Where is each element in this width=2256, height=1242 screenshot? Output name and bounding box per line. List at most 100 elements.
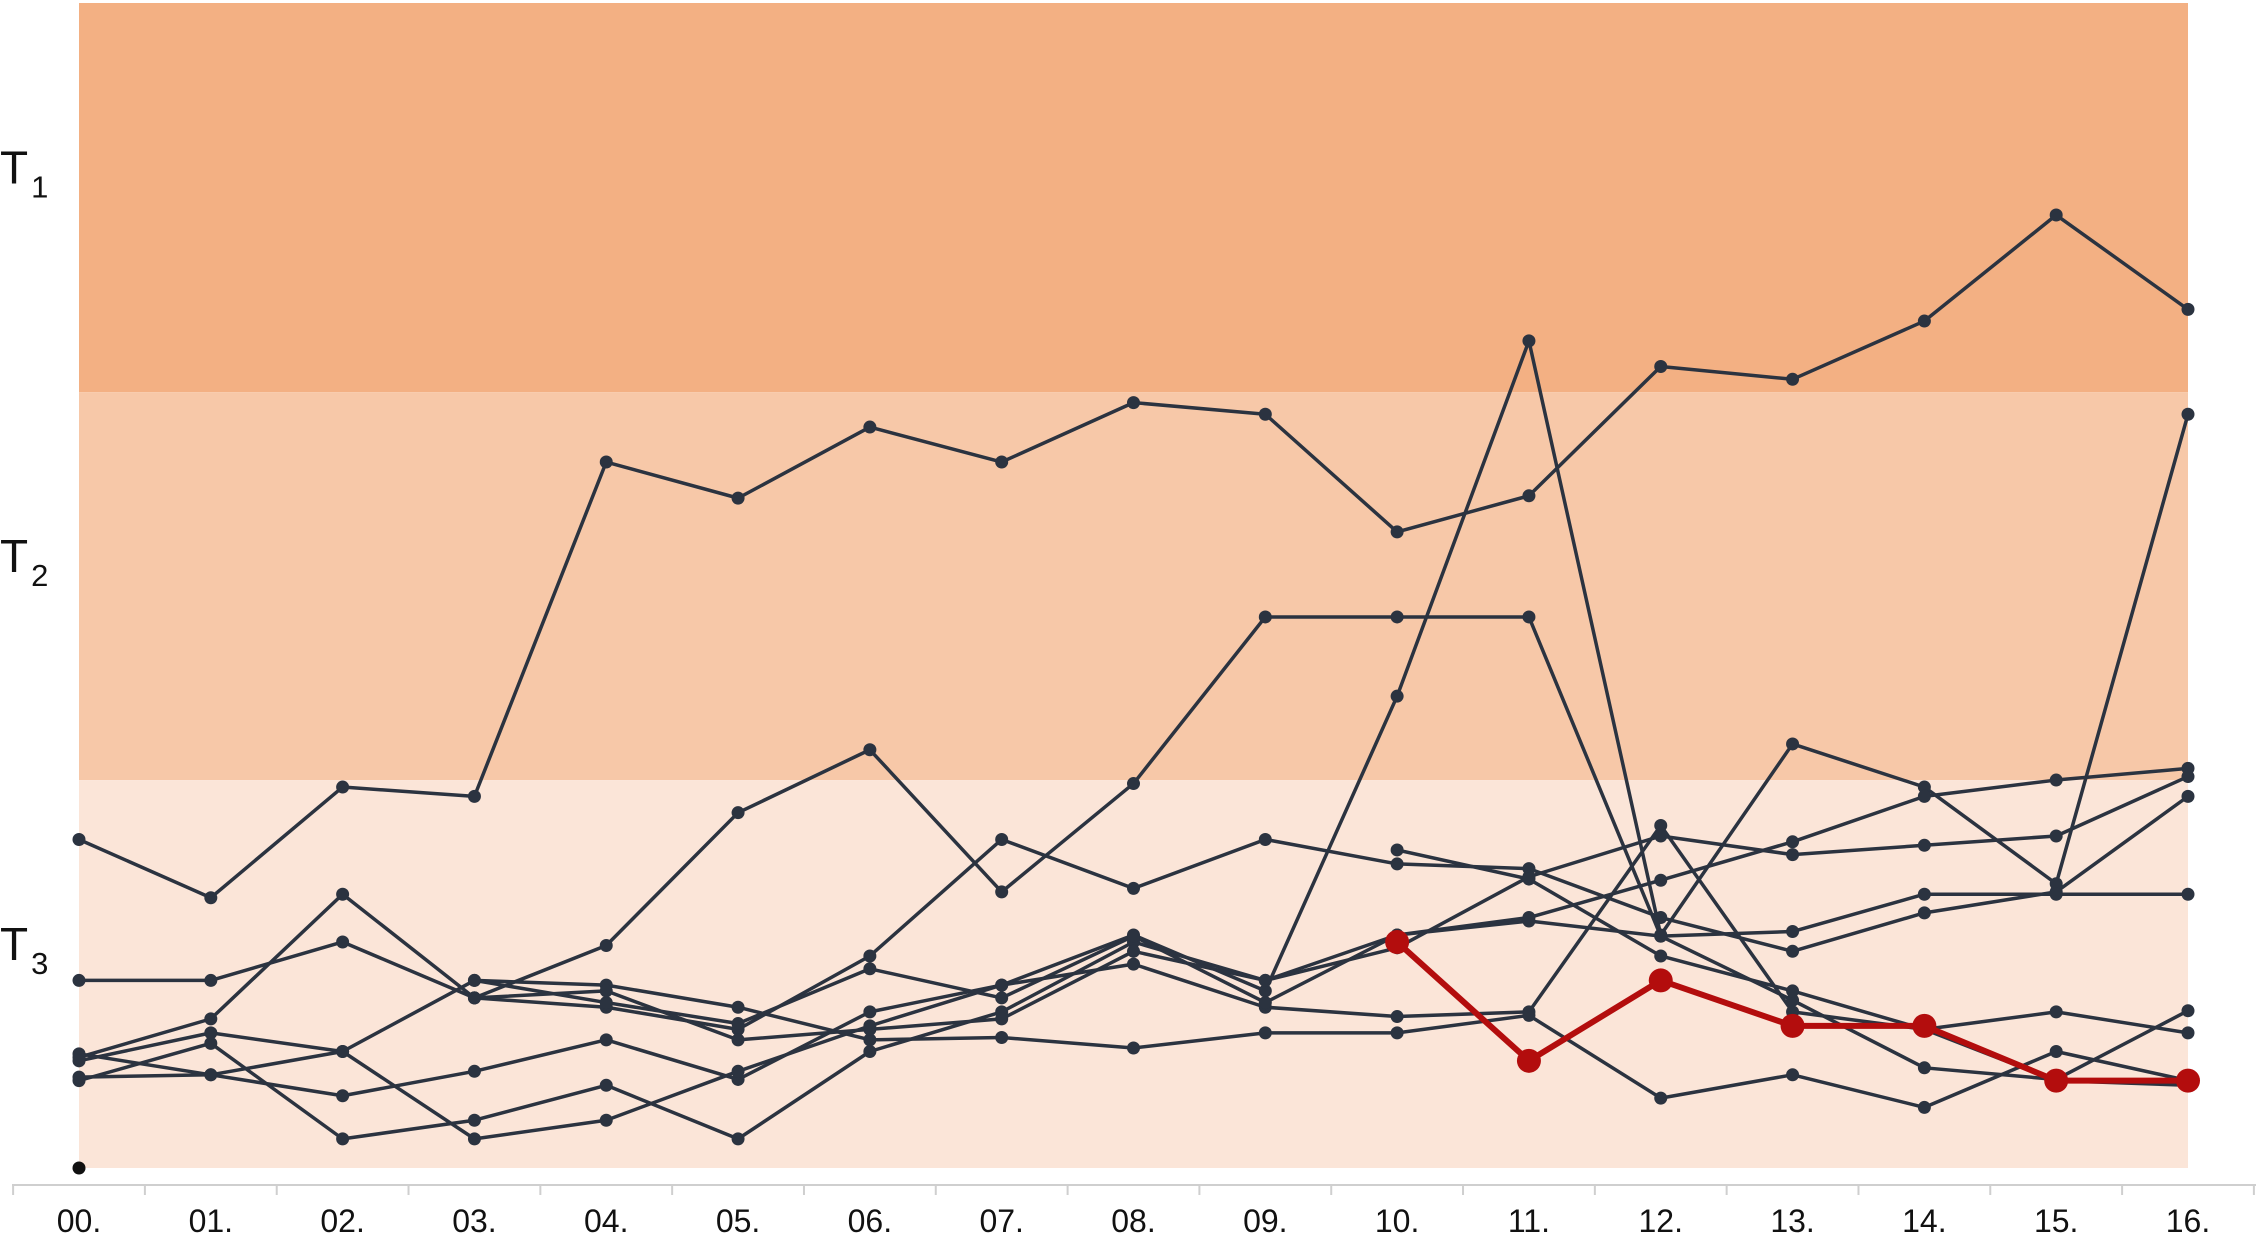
series-point: [1786, 737, 1800, 751]
series-point: [204, 973, 218, 987]
series-point: [1127, 777, 1140, 791]
series-point: [2049, 829, 2063, 843]
series-point: [1390, 689, 1404, 703]
series-point: [1522, 914, 1536, 928]
series-point: [1654, 949, 1668, 963]
series-point: [2049, 1045, 2063, 1058]
series-point: [1786, 372, 1800, 386]
series-point: [1917, 314, 1931, 328]
series-point: [1917, 789, 1931, 803]
series-point: [863, 1005, 877, 1019]
series-point: [467, 1132, 481, 1146]
series-point: [1258, 407, 1272, 421]
series-point: [1390, 857, 1404, 871]
x-axis: 00. 01. 02. 03. 04. 05. 06. 07. 08. 09. 10. 11. 12. 1…: [12, 1184, 2256, 1239]
series-point: [995, 832, 1009, 846]
series-point: [1127, 396, 1140, 410]
tier-band-1: [79, 3, 2188, 393]
series-point: [1127, 957, 1140, 971]
series-point: [1390, 525, 1404, 539]
x-tick-label: 04.: [584, 1203, 628, 1239]
series-point: [731, 1017, 745, 1031]
series-point: [1654, 929, 1668, 943]
series-point: [863, 1045, 877, 1058]
series-point: [731, 1033, 745, 1047]
tier-label-1: T1: [0, 142, 48, 205]
series-point: [1786, 984, 1800, 998]
series-point: [1390, 610, 1404, 624]
series-point: [1917, 906, 1931, 920]
series-point: [599, 1078, 613, 1092]
series-point: [599, 1113, 613, 1127]
series-point: [2049, 1005, 2063, 1019]
series-point: [336, 1089, 350, 1103]
series-point: [204, 1026, 218, 1040]
series-point: [336, 887, 350, 901]
series-point: [1654, 1091, 1668, 1105]
series-point: [467, 973, 481, 987]
tier-label-2: T2: [0, 530, 48, 593]
series-point: [1390, 1026, 1404, 1040]
series-point: [72, 832, 86, 846]
x-tick-label: 09.: [1243, 1203, 1287, 1239]
x-tick-label: 03.: [452, 1203, 496, 1239]
x-tick-label: 05.: [716, 1203, 760, 1239]
series-point: [72, 1070, 86, 1084]
series-point: [731, 806, 745, 820]
x-tick-label: 12.: [1639, 1203, 1683, 1239]
series-point: [1390, 1010, 1404, 1024]
series-point: [995, 1012, 1009, 1026]
series-point: [467, 789, 481, 803]
series-point: [731, 1064, 745, 1078]
series-point: [1917, 1061, 1931, 1075]
series-point: [1258, 832, 1272, 846]
series-point: [1258, 996, 1272, 1010]
series-point: [863, 962, 877, 976]
x-tick-label: 08.: [1111, 1203, 1155, 1239]
series-point: [2181, 1004, 2195, 1018]
series-point: [863, 949, 877, 963]
series-point: [2181, 887, 2195, 901]
series-point: [1654, 911, 1668, 925]
x-tick-label: 15.: [2034, 1203, 2078, 1239]
series-point: [1258, 973, 1272, 987]
series-point: [1258, 1026, 1272, 1040]
series-point: [1522, 1008, 1536, 1022]
series-point: [2049, 773, 2063, 787]
series-point: [2181, 407, 2195, 421]
series-point: [1522, 872, 1536, 886]
highlight-point: [1912, 1013, 1937, 1038]
series-point: [1917, 780, 1931, 794]
series-point: [1786, 1068, 1800, 1082]
series-point: [995, 991, 1009, 1005]
series-point: [599, 455, 613, 469]
series-point: [2181, 789, 2195, 803]
series-point: [995, 1031, 1009, 1045]
series-point: [1127, 1041, 1140, 1055]
x-tick-label: 00.: [57, 1203, 101, 1239]
series-point: [336, 1045, 350, 1058]
series-point: [467, 1064, 481, 1078]
series-point: [2049, 877, 2063, 891]
series-point: [1258, 610, 1272, 624]
series-point: [1390, 843, 1404, 857]
series-point: [467, 1113, 481, 1127]
x-tick-label: 07.: [979, 1203, 1023, 1239]
series-point: [1654, 359, 1668, 373]
series-point: [1786, 848, 1800, 862]
series-point: [599, 984, 613, 998]
highlight-point: [1516, 1048, 1541, 1073]
series-point: [599, 1033, 613, 1047]
x-tick-label: 16.: [2166, 1203, 2210, 1239]
x-tick-label: 01.: [189, 1203, 233, 1239]
stray-point: [72, 1161, 86, 1175]
tier-band-3: [79, 780, 2188, 1168]
series-point: [1258, 984, 1272, 998]
series-point: [1786, 993, 1800, 1007]
x-tick-label: 14.: [1902, 1203, 1946, 1239]
series-point: [1522, 334, 1536, 348]
series-line-8: [472, 892, 2190, 1026]
x-tick-label: 02.: [320, 1203, 364, 1239]
series-point: [1654, 873, 1668, 887]
series-point: [2049, 208, 2063, 222]
